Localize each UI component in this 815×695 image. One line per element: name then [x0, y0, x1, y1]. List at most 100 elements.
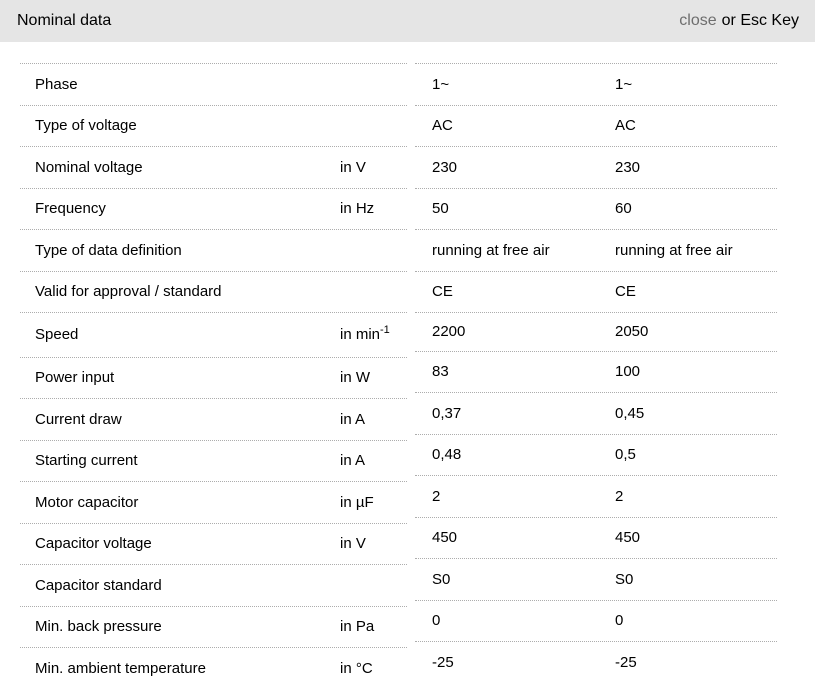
- row-value: S0: [432, 570, 451, 588]
- table-row: 0,48 0,5: [415, 433, 777, 476]
- row-value: CE: [615, 283, 636, 301]
- row-label: Speed: [35, 326, 79, 344]
- row-unit: in A: [340, 452, 407, 469]
- row-unit-text: in A: [340, 410, 366, 428]
- row-label: Type of data definition: [35, 241, 182, 259]
- row-unit-text: in Pa: [340, 618, 375, 636]
- table-row: 0,37 0,45: [415, 392, 777, 434]
- table-row: Speed in min-1: [20, 312, 407, 357]
- row-label: Frequency: [35, 200, 106, 218]
- row-unit: in V: [340, 535, 407, 552]
- row-unit: in °C: [340, 660, 407, 677]
- table-row: Type of voltage: [20, 104, 407, 147]
- table-row: Min. back pressure in Pa: [20, 605, 407, 648]
- row-label: Power input: [35, 369, 115, 387]
- row-unit-text: in W: [340, 369, 370, 387]
- esc-key-hint: or Esc Key: [721, 12, 799, 29]
- row-label: Min. back pressure: [35, 618, 162, 636]
- row-value: running at free air: [615, 241, 733, 259]
- row-unit-text: in A: [340, 452, 366, 470]
- table-row: Min. ambient temperature in °C: [20, 647, 407, 689]
- row-value: -25: [432, 653, 454, 671]
- row-unit: in Hz: [340, 200, 407, 217]
- row-value: S0: [615, 570, 634, 588]
- row-unit: in µF: [340, 494, 407, 511]
- table-row: 1~ 1~: [415, 63, 777, 105]
- row-label: Capacitor standard: [35, 576, 162, 594]
- table-row: Current draw in A: [20, 398, 407, 440]
- table-row: Starting current in A: [20, 439, 407, 482]
- row-unit: in A: [340, 411, 407, 428]
- table-row: S0 S0: [415, 558, 777, 600]
- row-unit-text: in min: [340, 326, 381, 344]
- table-row: Nominal voltage in V: [20, 146, 407, 188]
- row-unit: in min-1: [340, 324, 407, 344]
- table-row: Capacitor standard: [20, 564, 407, 606]
- table-row: Motor capacitor in µF: [20, 481, 407, 523]
- row-label: Phase: [35, 75, 78, 93]
- row-label: Min. ambient temperature: [35, 659, 206, 677]
- row-unit-text: in °C: [340, 659, 373, 677]
- row-label: Valid for approval / standard: [35, 283, 222, 301]
- row-value: AC: [432, 117, 453, 135]
- row-value: 1~: [432, 75, 450, 93]
- row-value: 2: [615, 487, 624, 505]
- row-value: 0,37: [432, 404, 462, 422]
- table-row: Valid for approval / standard: [20, 270, 407, 313]
- row-value: 450: [432, 529, 458, 547]
- labels-units-table: Phase Type of voltage Nominal voltage in V F…: [20, 63, 407, 689]
- row-unit-superscript: -1: [380, 324, 390, 337]
- table-row: Power input in W: [20, 356, 407, 399]
- row-value: 60: [615, 200, 632, 218]
- row-unit-text: in V: [340, 158, 366, 176]
- table-row: AC AC: [415, 104, 777, 147]
- dialog-title: Nominal data: [17, 12, 112, 29]
- table-row: -25 -25: [415, 641, 777, 683]
- row-value: 0: [432, 612, 441, 630]
- row-unit-text: in V: [340, 535, 366, 553]
- row-label: Type of voltage: [35, 117, 137, 135]
- table-row: Frequency in Hz: [20, 187, 407, 230]
- table-row: Phase: [20, 63, 407, 105]
- row-value: -25: [615, 653, 637, 671]
- row-value: 1~: [615, 75, 633, 93]
- row-value: 2200: [432, 323, 466, 341]
- row-label: Motor capacitor: [35, 493, 139, 511]
- row-value: 450: [615, 529, 641, 547]
- row-value: 0,48: [432, 446, 462, 464]
- row-value: AC: [615, 117, 636, 135]
- close-button[interactable]: close: [679, 12, 717, 29]
- row-unit-text: in µF: [340, 493, 374, 511]
- table-row: 450 450: [415, 516, 777, 559]
- values-table: 1~ 1~ AC AC 230 230 50 60 running at free air run…: [415, 63, 777, 683]
- row-unit: in Pa: [340, 618, 407, 635]
- row-value: 230: [615, 158, 641, 176]
- row-label: Current draw: [35, 410, 122, 428]
- row-value: 0,45: [615, 404, 645, 422]
- table-row: 83 100: [415, 350, 777, 393]
- dialog-header: Nominal data close or Esc Key: [0, 0, 815, 42]
- row-value: 0: [615, 612, 624, 630]
- row-value: 100: [615, 363, 641, 381]
- row-value: 2: [432, 487, 441, 505]
- row-unit-text: in Hz: [340, 200, 375, 218]
- table-row: CE CE: [415, 270, 777, 313]
- row-value: running at free air: [432, 241, 550, 259]
- row-unit: in W: [340, 369, 407, 386]
- row-value: 83: [432, 363, 449, 381]
- row-label: Starting current: [35, 452, 138, 470]
- row-value: 230: [432, 158, 458, 176]
- close-area: close or Esc Key: [679, 12, 799, 30]
- table-row: 50 60: [415, 187, 777, 230]
- nominal-data-table: Phase Type of voltage Nominal voltage in V F…: [0, 42, 815, 689]
- row-value: 2050: [615, 323, 649, 341]
- row-label: Nominal voltage: [35, 158, 143, 176]
- row-value: 0,5: [615, 446, 636, 464]
- row-label: Capacitor voltage: [35, 535, 152, 553]
- table-row: 230 230: [415, 146, 777, 188]
- row-value: 50: [432, 200, 449, 218]
- row-value: CE: [432, 283, 453, 301]
